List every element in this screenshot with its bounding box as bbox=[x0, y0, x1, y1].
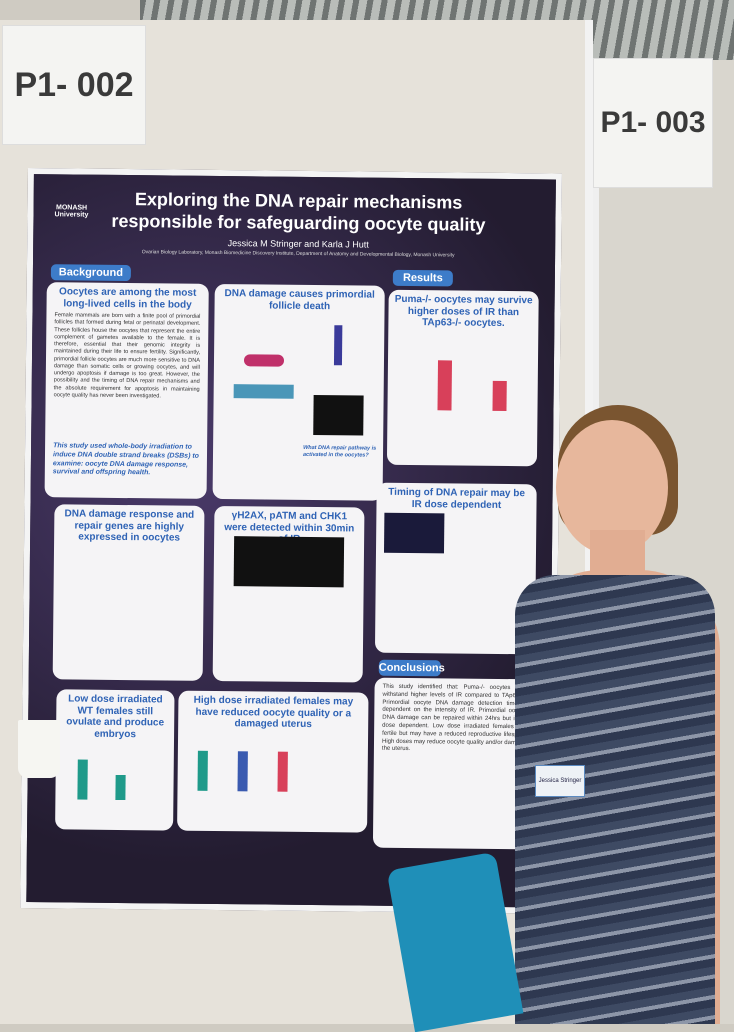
name-badge: Jessica Stringer bbox=[535, 765, 585, 797]
panel: Puma-/- oocytes may survive higher doses… bbox=[386, 289, 539, 467]
note: This study used whole-body irradiation t… bbox=[52, 442, 200, 477]
panel: DNA damage response and repair genes are… bbox=[52, 504, 205, 681]
board-number: P1- 003 bbox=[593, 58, 713, 188]
figure bbox=[243, 354, 285, 367]
heading: Oocytes are among the most long-lived ce… bbox=[59, 286, 197, 311]
poster: MONASH University Exploring the DNA repa… bbox=[20, 168, 562, 914]
poster-title: Exploring the DNA repair mechanisms resp… bbox=[111, 189, 486, 235]
heading: Timing of DNA repair may be IR dose depe… bbox=[388, 486, 526, 511]
panel: Timing of DNA repair may be IR dose depe… bbox=[374, 482, 537, 655]
heading: Puma-/- oocytes may survive higher doses… bbox=[394, 293, 533, 330]
top bbox=[515, 575, 715, 1024]
panel: Low dose irradiated WT females still ovu… bbox=[55, 689, 175, 831]
figure bbox=[313, 395, 364, 436]
heading: High dose irradiated females may have re… bbox=[193, 694, 354, 731]
figure bbox=[333, 325, 343, 366]
figure bbox=[383, 512, 445, 554]
board-number: P1- 002 bbox=[2, 25, 146, 145]
section-label: Background bbox=[50, 264, 131, 282]
figure bbox=[197, 750, 208, 791]
heading: DNA damage response and repair genes are… bbox=[64, 508, 195, 544]
figure bbox=[237, 751, 248, 792]
note: What DNA repair pathway is activated in … bbox=[302, 444, 377, 459]
section-label: Results bbox=[392, 269, 453, 287]
figure bbox=[277, 751, 288, 792]
panel: γH2AX, pATM and CHK1 were detected withi… bbox=[212, 505, 365, 683]
panel: DNA damage causes primordial follicle de… bbox=[212, 283, 385, 501]
panel: This study identified that: Puma-/- oocy… bbox=[372, 677, 535, 850]
figure bbox=[492, 380, 507, 412]
figure bbox=[233, 384, 294, 399]
body-text: Female mammals are born with a finite po… bbox=[53, 312, 201, 400]
figure bbox=[437, 360, 453, 411]
figure bbox=[115, 774, 126, 801]
body-text: This study identified that: Puma-/- oocy… bbox=[381, 683, 527, 753]
panel: Oocytes are among the most long-lived ce… bbox=[44, 282, 209, 499]
figure bbox=[233, 536, 345, 588]
heading: DNA damage causes primordial follicle de… bbox=[224, 288, 375, 312]
figure bbox=[77, 759, 88, 800]
cup bbox=[18, 720, 60, 778]
panel: High dose irradiated females may have re… bbox=[177, 690, 369, 833]
section-label: Conclusions bbox=[378, 659, 445, 677]
heading: Low dose irradiated WT females still ovu… bbox=[66, 693, 165, 740]
